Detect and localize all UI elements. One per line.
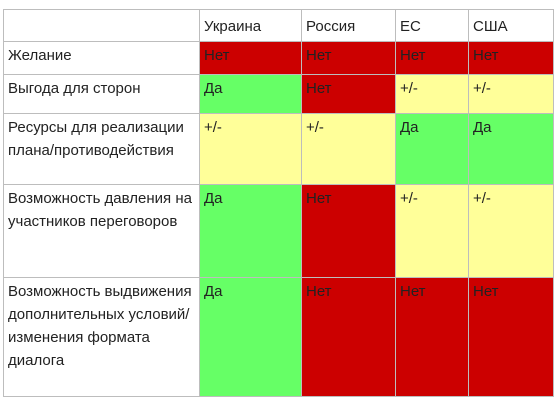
table-row-conditions: Возможность выдвижения дополнительных ус… xyxy=(3,277,554,397)
value-cell-ukraine: Нет xyxy=(199,41,302,75)
value-cell-ukraine: Да xyxy=(199,184,302,278)
row-label: Возможность давления на участников перег… xyxy=(3,184,200,278)
comparison-table: Украина Россия ЕС США Желание Нет Нет Не… xyxy=(3,9,554,397)
header-cell-usa: США xyxy=(468,9,554,42)
header-cell-russia: Россия xyxy=(301,9,396,42)
header-row: Украина Россия ЕС США xyxy=(3,9,554,42)
table-row-desire: Желание Нет Нет Нет Нет xyxy=(3,41,554,75)
value-cell-russia: Нет xyxy=(301,184,396,278)
table-row-benefit: Выгода для сторон Да Нет +/- +/- xyxy=(3,74,554,114)
value-cell-ukraine: Да xyxy=(199,74,302,114)
table-row-resources: Ресурсы для реализации плана/противодейс… xyxy=(3,113,554,185)
header-cell-eu: ЕС xyxy=(395,9,469,42)
row-label: Возможность выдвижения дополнительных ус… xyxy=(3,277,200,397)
row-label: Выгода для сторон xyxy=(3,74,200,114)
table-row-pressure: Возможность давления на участников перег… xyxy=(3,184,554,278)
value-cell-eu: Нет xyxy=(395,277,469,397)
value-cell-usa: +/- xyxy=(468,74,554,114)
value-cell-eu: +/- xyxy=(395,74,469,114)
value-cell-ukraine: Да xyxy=(199,277,302,397)
value-cell-eu: Да xyxy=(395,113,469,185)
value-cell-ukraine: +/- xyxy=(199,113,302,185)
value-cell-russia: Нет xyxy=(301,74,396,114)
value-cell-russia: Нет xyxy=(301,41,396,75)
row-label: Желание xyxy=(3,41,200,75)
value-cell-russia: Нет xyxy=(301,277,396,397)
header-cell-ukraine: Украина xyxy=(199,9,302,42)
value-cell-usa: Нет xyxy=(468,41,554,75)
value-cell-usa: Нет xyxy=(468,277,554,397)
value-cell-usa: Да xyxy=(468,113,554,185)
header-cell-empty xyxy=(3,9,200,42)
value-cell-eu: Нет xyxy=(395,41,469,75)
value-cell-russia: +/- xyxy=(301,113,396,185)
value-cell-usa: +/- xyxy=(468,184,554,278)
value-cell-eu: +/- xyxy=(395,184,469,278)
row-label: Ресурсы для реализации плана/противодейс… xyxy=(3,113,200,185)
